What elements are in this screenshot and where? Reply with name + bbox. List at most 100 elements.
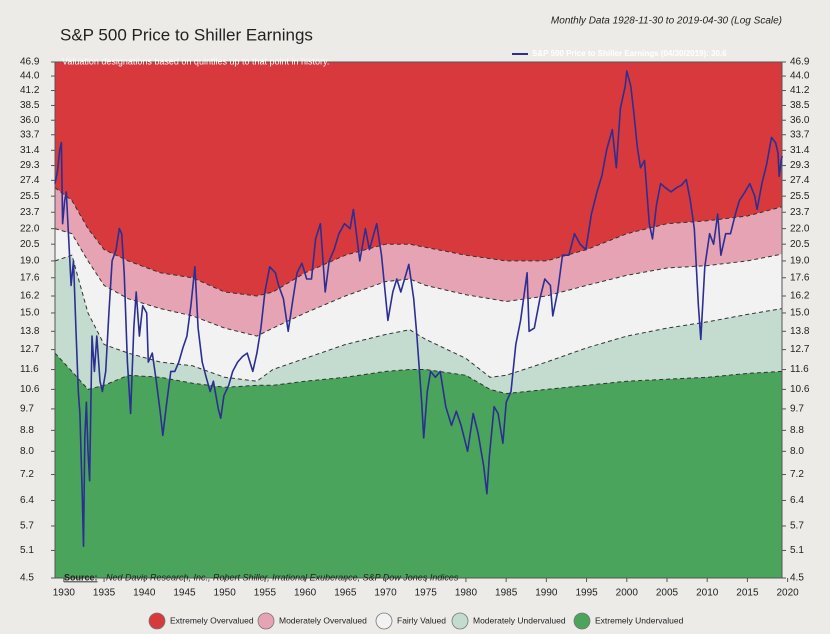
legend-label: S&P 500 Price to Shiller Earnings (04/30… — [532, 49, 727, 58]
x-tick-label: 1935 — [93, 588, 116, 599]
y-tick-label: 41.2 — [790, 85, 810, 96]
x-tick-label: 1980 — [455, 588, 478, 599]
y-tick-label: 38.5 — [790, 100, 810, 111]
y-tick-label: 29.3 — [20, 160, 40, 171]
legend-marker — [257, 612, 275, 630]
x-tick-label: 1955 — [254, 588, 277, 599]
x-tick-label: 2015 — [736, 588, 759, 599]
legend-marker — [375, 612, 393, 630]
chart-title: S&P 500 Price to Shiller Earnings — [60, 25, 313, 44]
y-tick-label: 27.4 — [20, 175, 40, 186]
x-tick-label: 2020 — [777, 588, 800, 599]
y-tick-label: 13.8 — [20, 326, 40, 337]
y-tick-label: 22.0 — [790, 223, 810, 234]
x-tick-label: 1950 — [214, 588, 237, 599]
y-tick-label: 5.7 — [20, 521, 34, 532]
x-tick-label: 1960 — [294, 588, 317, 599]
annotation: Valuation designations based on quintile… — [62, 56, 329, 66]
y-tick-label: 31.4 — [790, 145, 810, 156]
y-tick-label: 41.2 — [20, 85, 40, 96]
x-tick-label: 1990 — [535, 588, 558, 599]
y-tick-label: 31.4 — [20, 145, 40, 156]
cape-line — [54, 70, 783, 547]
y-tick-label: 11.6 — [790, 364, 809, 375]
x-tick-label: 1930 — [53, 588, 76, 599]
valuation-zone — [55, 187, 782, 337]
y-tick-label: 8.0 — [20, 446, 34, 457]
y-tick-label: 10.6 — [20, 384, 40, 395]
legend-label: Fairly Valued — [397, 615, 446, 625]
y-tick-label: 6.4 — [20, 495, 34, 506]
y-tick-label: 33.7 — [20, 129, 40, 140]
x-tick-label: 2005 — [656, 588, 679, 599]
y-tick-label: 46.9 — [790, 57, 810, 68]
y-tick-label: 44.0 — [790, 71, 810, 82]
y-tick-label: 33.7 — [790, 129, 810, 140]
y-tick-label: 36.0 — [20, 115, 40, 126]
source-label: Source: — [64, 572, 98, 582]
x-tick-label: 1970 — [374, 588, 397, 599]
valuation-zone — [55, 62, 782, 297]
y-tick-label: 29.3 — [790, 160, 810, 171]
legend-label: Extremely Undervalued — [595, 615, 684, 625]
valuation-zone — [55, 228, 782, 382]
x-tick-label: 1995 — [575, 588, 598, 599]
y-tick-label: 4.5 — [20, 573, 34, 584]
y-tick-label: 11.6 — [20, 364, 39, 375]
y-tick-label: 8.8 — [790, 425, 804, 436]
y-tick-label: 27.4 — [790, 175, 810, 186]
y-tick-label: 5.1 — [20, 545, 34, 556]
y-tick-label: 19.0 — [790, 256, 810, 267]
legend-marker — [451, 612, 469, 630]
y-tick-label: 12.7 — [20, 344, 40, 355]
y-tick-label: 7.2 — [20, 469, 34, 480]
y-tick-label: 8.8 — [20, 425, 34, 436]
y-tick-label: 17.6 — [790, 272, 810, 283]
y-tick-label: 38.5 — [20, 100, 40, 111]
y-tick-label: 25.5 — [20, 191, 40, 202]
y-tick-label: 15.0 — [20, 308, 40, 319]
y-tick-label: 7.2 — [790, 469, 804, 480]
x-tick-label: 2000 — [616, 588, 639, 599]
y-tick-label: 20.5 — [20, 239, 40, 250]
legend-marker — [148, 612, 166, 630]
x-tick-label: 1985 — [495, 588, 518, 599]
valuation-zone — [55, 353, 782, 578]
y-tick-label: 16.2 — [20, 291, 40, 302]
plot-area — [54, 61, 783, 579]
y-tick-label: 13.8 — [790, 326, 810, 337]
legend-label: Moderately Overvalued — [279, 615, 367, 625]
y-tick-label: 23.7 — [790, 207, 810, 218]
valuation-zone — [55, 255, 782, 394]
y-tick-label: 44.0 — [20, 71, 40, 82]
y-tick-label: 10.6 — [790, 384, 810, 395]
y-tick-label: 4.5 — [790, 573, 804, 584]
y-tick-label: 12.7 — [790, 344, 810, 355]
y-tick-label: 9.7 — [790, 404, 804, 415]
quintile-boundary — [54, 187, 783, 297]
x-tick-label: 1975 — [415, 588, 438, 599]
legend-label: Moderately Undervalued — [473, 615, 566, 625]
y-tick-label: 6.4 — [790, 495, 804, 506]
quintile-boundary — [54, 254, 783, 382]
y-tick-label: 23.7 — [20, 207, 40, 218]
y-tick-label: 5.7 — [790, 521, 804, 532]
legend-label: Extremely Overvalued — [170, 615, 254, 625]
y-tick-label: 17.6 — [20, 272, 40, 283]
x-tick-label: 1940 — [133, 588, 156, 599]
plot-frame — [54, 61, 783, 579]
x-tick-label: 1945 — [173, 588, 196, 599]
y-tick-label: 16.2 — [790, 291, 810, 302]
y-tick-label: 19.0 — [20, 256, 40, 267]
y-tick-label: 15.0 — [790, 308, 810, 319]
source: Ned Davis Research, Inc., Robert Shiller… — [106, 572, 459, 582]
chart-subtitle: Monthly Data 1928-11-30 to 2019-04-30 (L… — [551, 16, 782, 27]
quintile-boundary — [54, 228, 783, 337]
legend-marker — [573, 612, 591, 630]
y-tick-label: 46.9 — [20, 57, 40, 68]
y-tick-label: 5.1 — [790, 545, 804, 556]
y-tick-label: 22.0 — [20, 223, 40, 234]
y-tick-label: 20.5 — [790, 239, 810, 250]
